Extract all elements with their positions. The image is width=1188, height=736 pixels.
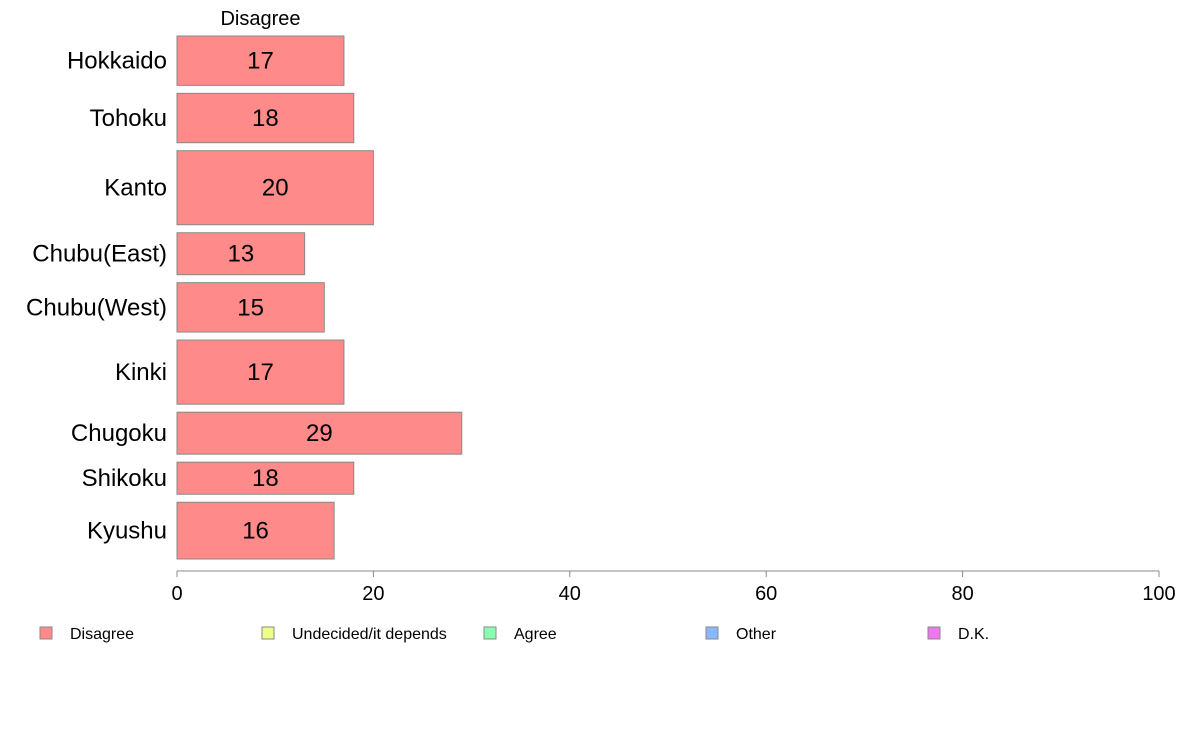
series-header-label: Disagree [220, 8, 300, 30]
category-label: Tohoku [90, 105, 167, 132]
bar-segment [176, 35, 345, 86]
category-label: Hokkaido [67, 48, 167, 75]
x-tick-label: 80 [951, 583, 973, 605]
legend-label: Other [736, 626, 777, 643]
category-label: Chubu(West) [26, 294, 167, 321]
bar-segment [176, 92, 355, 144]
legend-swatch [927, 626, 941, 640]
bars-layer: Disagree Hokkaido 17 Tohoku 18 Kanto 20 Chubu(E… [26, 8, 463, 560]
legend-swatch [261, 626, 275, 640]
bar-value-label: 29 [306, 420, 333, 447]
x-tick-label: 20 [362, 583, 384, 605]
x-axis: 0 20 40 60 80 100 [171, 570, 1176, 605]
category-label: Chugoku [71, 420, 167, 447]
legend-label: Disagree [70, 626, 134, 643]
bar-value-label: 16 [242, 518, 269, 545]
legend: Disagree Undecided/it depends Agree Other D.… [39, 626, 989, 643]
bar-value-label: 17 [247, 48, 274, 75]
bar-value-label: 18 [252, 105, 279, 132]
bar-value-label: 18 [252, 465, 279, 492]
legend-swatch [483, 626, 497, 640]
bar-value-label: 20 [262, 175, 289, 202]
x-tick-label: 40 [559, 583, 581, 605]
x-tick-label: 60 [755, 583, 777, 605]
bar-segment [176, 339, 345, 405]
legend-label: Undecided/it depends [292, 626, 447, 643]
category-label: Kyushu [87, 518, 167, 545]
bar-segment [176, 501, 335, 560]
category-label: Chubu(East) [32, 241, 167, 268]
bar-segment [176, 282, 325, 333]
category-label: Kinki [115, 359, 167, 386]
bar-value-label: 13 [227, 241, 254, 268]
legend-label: D.K. [958, 626, 989, 643]
category-label: Shikoku [82, 465, 167, 492]
bar-value-label: 15 [237, 294, 264, 321]
bar-segment [176, 461, 355, 495]
category-label: Kanto [104, 175, 167, 202]
legend-label: Agree [514, 626, 557, 643]
legend-swatch [39, 626, 53, 640]
bar-value-label: 17 [247, 359, 274, 386]
bar-segment [176, 232, 306, 276]
bar-segment [176, 411, 463, 455]
x-tick-label: 100 [1142, 583, 1175, 605]
x-tick-label: 0 [171, 583, 182, 605]
legend-swatch [705, 626, 719, 640]
bar-segment [176, 150, 374, 226]
